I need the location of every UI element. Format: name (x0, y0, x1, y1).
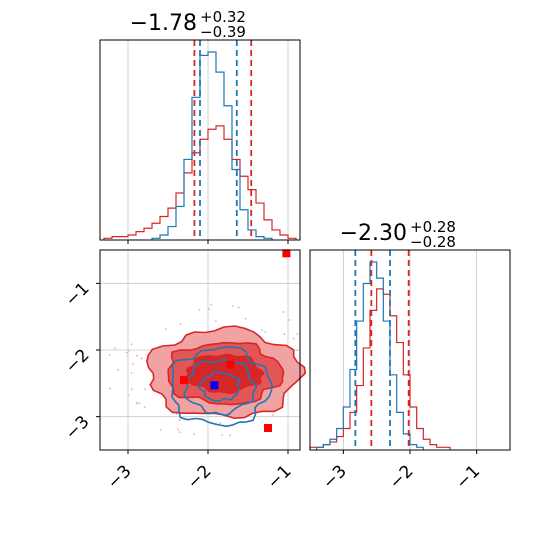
scatter-dot (295, 349, 298, 352)
scatter-dot (237, 306, 240, 309)
scatter-dot (264, 330, 267, 333)
marker-3 (282, 249, 291, 258)
marker-2 (264, 424, 272, 432)
scatter-dot (229, 434, 232, 437)
scatter-dot (108, 387, 111, 390)
scatter-dot (117, 368, 120, 371)
panel-title: −2.30 (340, 221, 407, 246)
panel-title: −1.78 (130, 11, 197, 36)
marker-1 (226, 360, 235, 369)
quantile-lines (354, 250, 410, 450)
histogram-series (309, 261, 451, 450)
histogram-line-1 (151, 51, 273, 240)
y-tick-label-0: −1 (62, 279, 94, 311)
scatter-dot (219, 422, 222, 425)
histogram-series (103, 51, 297, 240)
scatter-dot (140, 357, 143, 360)
scatter-dot (193, 433, 196, 436)
blue-contour-level-2 (198, 370, 241, 402)
scatter-dot (288, 318, 291, 321)
y-ticks: −1 −2 −3 (62, 279, 100, 444)
scatter-dot (221, 434, 224, 437)
x-ticks: −3 −2 −1 (319, 450, 484, 493)
scatter-dot (214, 320, 217, 323)
x-tick-label-0: −3 (319, 461, 351, 493)
title-minus: −0.39 (200, 23, 246, 41)
scatter-dot (126, 354, 129, 357)
scatter-dot (135, 354, 138, 357)
histogram-line-1 (316, 261, 424, 450)
scatter-dots (108, 303, 299, 437)
scatter-dot (178, 431, 181, 434)
title-median: −1.78 (130, 11, 197, 36)
x-tick-label-2: −1 (264, 461, 296, 493)
contour-levels (146, 325, 307, 428)
scatter-dot (179, 322, 182, 325)
scatter-dot (159, 429, 162, 432)
scatter-dot (114, 347, 117, 350)
scatter-dot (283, 333, 286, 336)
scatter-dot (178, 419, 181, 422)
histogram-line-0 (309, 288, 451, 450)
x-tick-label-1: −2 (184, 461, 216, 493)
scatter-dot (176, 428, 179, 431)
scatter-dot (260, 329, 263, 332)
scatter-dot (144, 388, 147, 391)
quantile-lines (193, 40, 253, 240)
title-median: −2.30 (340, 221, 407, 246)
scatter-dot (210, 303, 213, 306)
scatter-dot (208, 308, 211, 311)
scatter-dot (244, 317, 247, 320)
x-ticks (127, 240, 289, 244)
marker-0 (180, 376, 188, 384)
scatter-dot (292, 337, 295, 340)
scatter-dot (108, 354, 111, 357)
x-ticks: −3 −2 −1 (104, 450, 296, 493)
grid (127, 40, 289, 240)
y-tick-label-2: −3 (62, 412, 94, 444)
scatter-dot (130, 371, 133, 374)
scatter-dot (143, 406, 146, 409)
contour-panel: −3 −2 −1 −1 −2 −3 (62, 249, 307, 493)
scatter-dot (198, 308, 201, 311)
blue-contour-level-1 (183, 358, 258, 417)
x-tick-label-1: −2 (386, 461, 418, 493)
marker-4 (210, 381, 219, 390)
scatter-dot (272, 414, 275, 417)
title-minus: −0.28 (410, 233, 456, 251)
scatter-dot (125, 351, 128, 354)
scatter-dot (131, 362, 134, 365)
scatter-dot (130, 388, 133, 391)
histogram-panel-param1: −1.78 +0.32 −0.39 (99, 8, 301, 244)
scatter-dot (127, 350, 130, 353)
scatter-dot (164, 328, 167, 331)
axes-frame (99, 39, 301, 241)
blue-contour-level-0 (171, 346, 274, 428)
scatter-dot (296, 332, 299, 335)
scatter-dot (130, 343, 133, 346)
title-plus: +0.32 (200, 8, 246, 26)
histogram-panel-param2: −3 −2 −1 −2.30 +0.28 −0.28 (309, 218, 511, 493)
scatter-dot (135, 402, 138, 405)
x-tick-label-0: −3 (104, 461, 136, 493)
title-plus: +0.28 (410, 218, 456, 236)
scatter-dot (127, 393, 130, 396)
scatter-dot (282, 311, 285, 314)
scatter-dot (231, 305, 234, 308)
y-tick-label-1: −2 (62, 345, 94, 377)
histogram-line-0 (103, 125, 297, 240)
scatter-dot (138, 402, 141, 405)
x-tick-label-2: −1 (452, 461, 484, 493)
markers (180, 249, 291, 432)
